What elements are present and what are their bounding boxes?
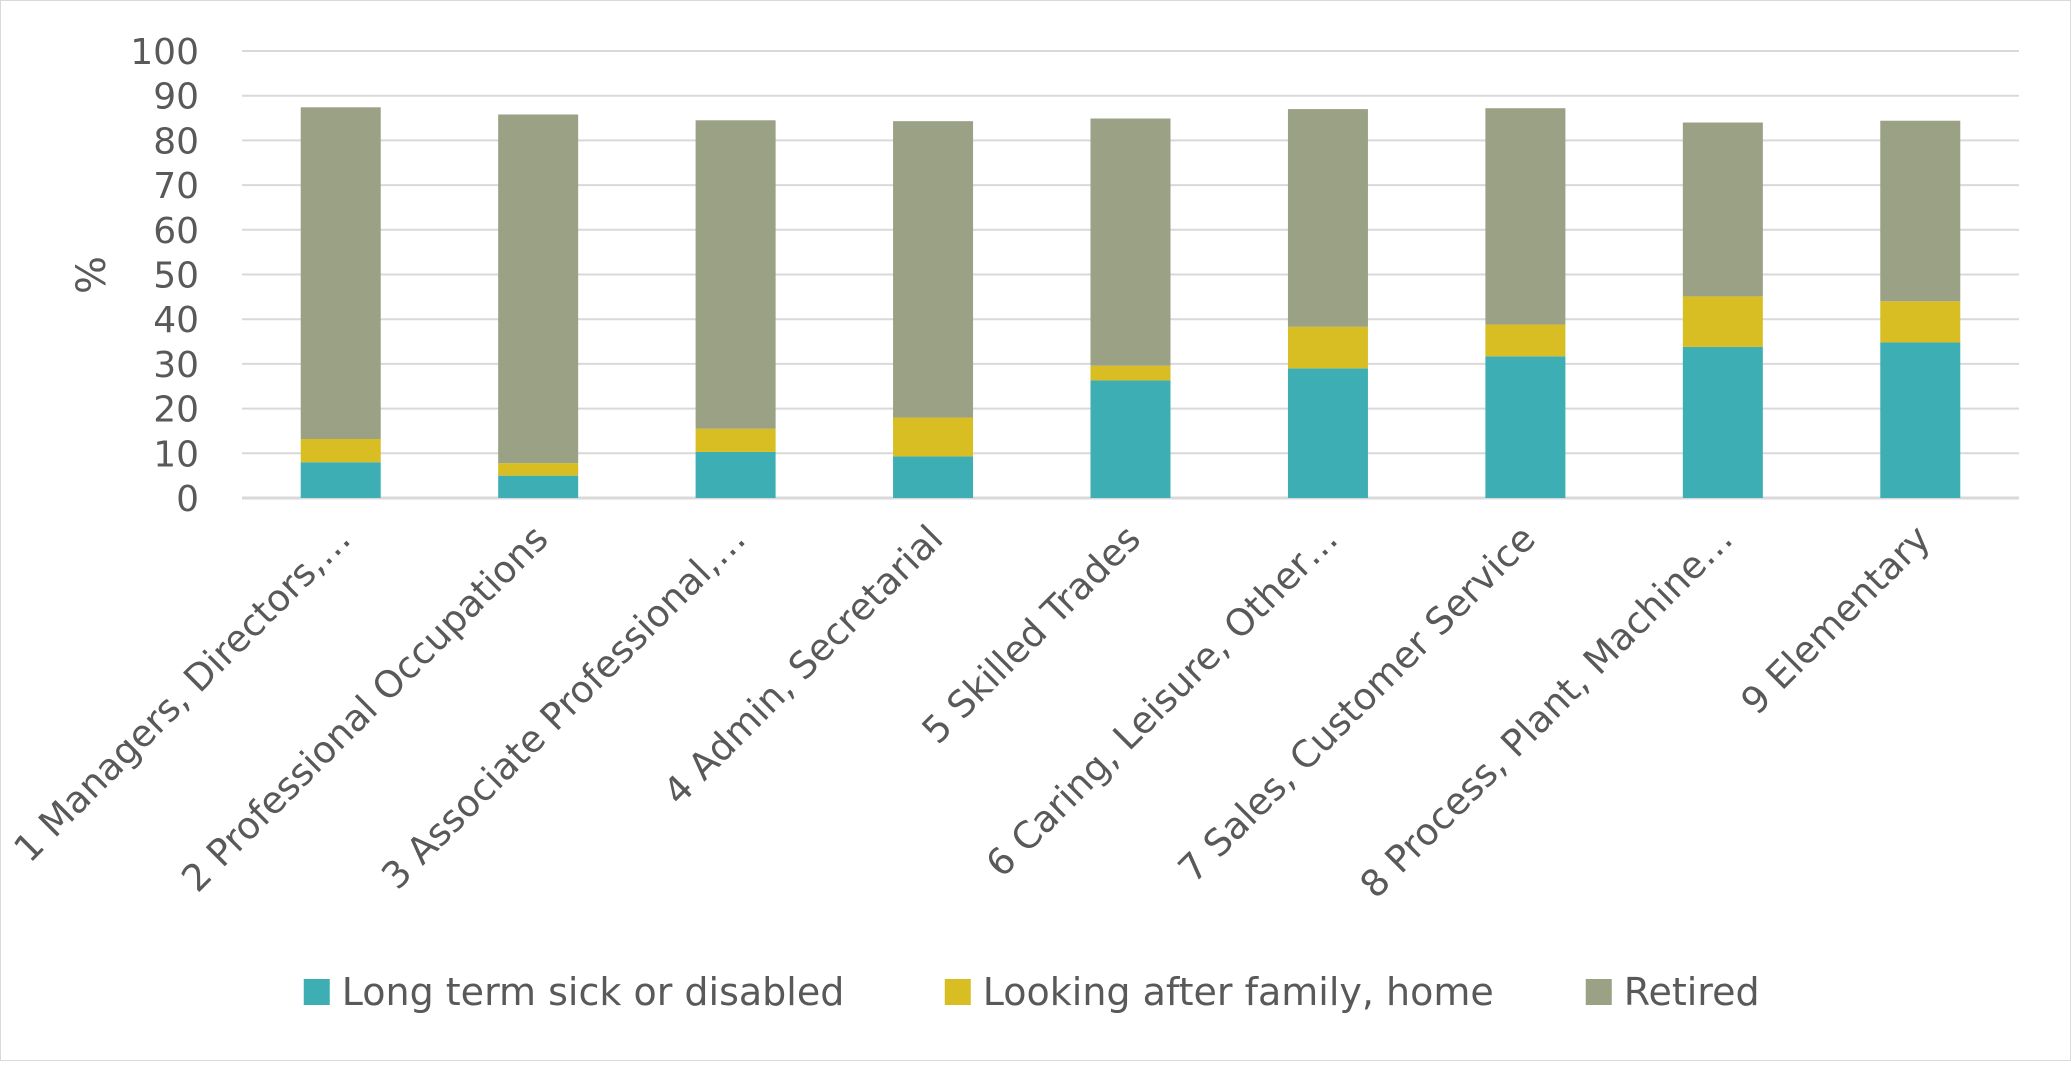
bar-segment-2-cat-9 xyxy=(1880,301,1961,343)
bar-segment-3-cat-1 xyxy=(300,107,381,439)
x-category-label: 1 Managers, Directors,… xyxy=(6,517,360,871)
y-tick-label: 20 xyxy=(153,390,199,431)
bar-segment-3-cat-8 xyxy=(1682,122,1763,297)
bar-segment-2-cat-6 xyxy=(1287,326,1368,369)
x-axis-category-labels: 1 Managers, Directors,…2 Professional Oc… xyxy=(6,517,1939,906)
bar-segment-3-cat-5 xyxy=(1090,118,1171,366)
y-tick-label: 80 xyxy=(153,121,199,162)
bar-segment-1-cat-7 xyxy=(1485,356,1566,498)
x-category-label: 9 Elementary xyxy=(1733,517,1939,723)
x-category-label: 3 Associate Professional,… xyxy=(373,517,754,898)
x-category-label: 6 Caring, Leisure, Other… xyxy=(978,517,1347,886)
bar-segment-2-cat-8 xyxy=(1682,296,1763,347)
bar-segment-3-cat-9 xyxy=(1880,120,1961,302)
bar-segment-2-cat-3 xyxy=(695,428,776,452)
x-category-label: 8 Process, Plant, Machine… xyxy=(1352,517,1741,906)
bar-segment-3-cat-2 xyxy=(498,114,579,464)
bar-segment-3-cat-7 xyxy=(1485,108,1566,325)
y-axis-title: % xyxy=(69,256,115,294)
y-tick-label: 50 xyxy=(153,256,199,297)
bar-segment-1-cat-4 xyxy=(893,456,974,498)
y-tick-label: 90 xyxy=(153,77,199,118)
legend-label-2: Looking after family, home xyxy=(983,970,1494,1014)
y-tick-label: 0 xyxy=(176,479,199,520)
bar-segment-2-cat-1 xyxy=(300,438,381,463)
legend: Long term sick or disabled Looking after … xyxy=(303,970,1760,1014)
y-tick-label: 70 xyxy=(153,166,199,207)
bar-segment-3-cat-4 xyxy=(893,121,974,418)
bar-segment-1-cat-9 xyxy=(1880,342,1961,498)
bar-segment-1-cat-6 xyxy=(1287,368,1368,498)
legend-label-3: Retired xyxy=(1624,970,1760,1014)
x-category-label: 5 Skilled Trades xyxy=(914,517,1149,752)
bar-segment-1-cat-2 xyxy=(498,475,579,498)
x-category-label: 7 Sales, Customer Service xyxy=(1170,517,1544,891)
legend-label-1: Long term sick or disabled xyxy=(342,970,845,1014)
bar-segment-3-cat-6 xyxy=(1287,109,1368,327)
y-tick-label: 60 xyxy=(153,211,199,252)
bar-segment-2-cat-4 xyxy=(893,417,974,457)
legend-swatch-1 xyxy=(303,979,330,1005)
bar-segment-1-cat-5 xyxy=(1090,380,1171,498)
bar-segment-1-cat-1 xyxy=(300,462,381,498)
bar-segment-1-cat-8 xyxy=(1682,346,1763,498)
bar-segment-2-cat-5 xyxy=(1090,365,1171,381)
y-tick-label: 30 xyxy=(153,345,199,386)
bar-segment-3-cat-3 xyxy=(695,120,776,429)
bar-segment-1-cat-3 xyxy=(695,451,776,498)
y-tick-label: 40 xyxy=(153,300,199,341)
bar-segment-2-cat-2 xyxy=(498,463,579,476)
legend-swatch-3 xyxy=(1585,979,1612,1005)
y-tick-label: 100 xyxy=(130,32,199,73)
y-tick-label: 10 xyxy=(153,434,199,475)
legend-swatch-2 xyxy=(944,979,971,1005)
bar-segment-2-cat-7 xyxy=(1485,324,1566,357)
x-category-label: 2 Professional Occupations xyxy=(173,517,556,900)
bars xyxy=(300,107,1961,498)
